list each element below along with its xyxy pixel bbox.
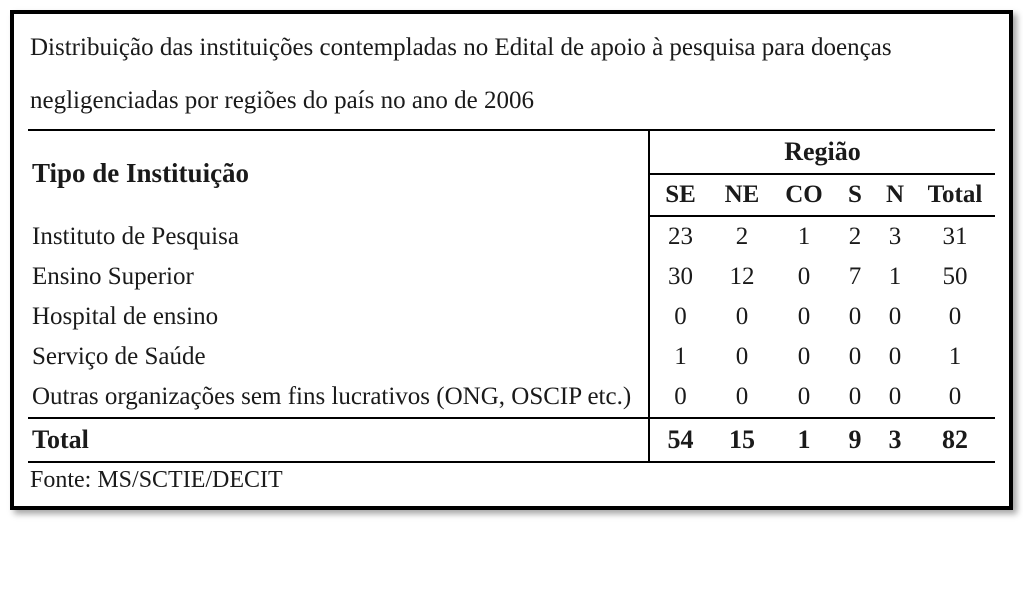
row-label: Hospital de ensino	[28, 297, 649, 337]
table-caption: Distribuição das instituições contemplad…	[28, 20, 995, 129]
cell: 2	[835, 216, 875, 257]
table-row: Ensino Superior 30 12 0 7 1 50	[28, 257, 995, 297]
row-header-label: Tipo de Instituição	[28, 130, 649, 216]
total-cell: 1	[773, 418, 835, 462]
cell: 1	[773, 216, 835, 257]
cell: 0	[773, 337, 835, 377]
total-cell: 82	[915, 418, 995, 462]
cell: 0	[835, 377, 875, 418]
cell: 1	[649, 337, 711, 377]
row-label: Instituto de Pesquisa	[28, 216, 649, 257]
cell: 0	[711, 297, 773, 337]
table-row: Hospital de ensino 0 0 0 0 0 0	[28, 297, 995, 337]
cell: 3	[875, 216, 915, 257]
row-label: Ensino Superior	[28, 257, 649, 297]
cell: 30	[649, 257, 711, 297]
cell: 7	[835, 257, 875, 297]
cell: 50	[915, 257, 995, 297]
cell: 12	[711, 257, 773, 297]
data-table: Tipo de Instituição Região SE NE CO S N …	[28, 129, 995, 463]
total-cell: 54	[649, 418, 711, 462]
column-group-header: Região	[649, 130, 995, 174]
cell: 0	[773, 377, 835, 418]
cell: 31	[915, 216, 995, 257]
cell: 0	[649, 377, 711, 418]
cell: 0	[835, 297, 875, 337]
cell: 0	[875, 377, 915, 418]
table-row: Serviço de Saúde 1 0 0 0 0 1	[28, 337, 995, 377]
total-label: Total	[28, 418, 649, 462]
col-header: CO	[773, 174, 835, 216]
cell: 0	[915, 297, 995, 337]
total-cell: 9	[835, 418, 875, 462]
cell: 0	[711, 377, 773, 418]
cell: 0	[773, 257, 835, 297]
table-source: Fonte: MS/SCTIE/DECIT	[28, 463, 995, 496]
cell: 23	[649, 216, 711, 257]
table-total-row: Total 54 15 1 9 3 82	[28, 418, 995, 462]
cell: 0	[711, 337, 773, 377]
table-row: Outras organizações sem fins lucrativos …	[28, 377, 995, 418]
col-header: N	[875, 174, 915, 216]
cell: 1	[875, 257, 915, 297]
col-header: NE	[711, 174, 773, 216]
row-label: Serviço de Saúde	[28, 337, 649, 377]
cell: 1	[915, 337, 995, 377]
cell: 2	[711, 216, 773, 257]
cell: 0	[875, 337, 915, 377]
cell: 0	[773, 297, 835, 337]
table-frame: Distribuição das instituições contemplad…	[10, 10, 1013, 510]
cell: 0	[915, 377, 995, 418]
table-body: Instituto de Pesquisa 23 2 1 2 3 31 Ensi…	[28, 216, 995, 462]
cell: 0	[875, 297, 915, 337]
total-cell: 3	[875, 418, 915, 462]
col-header: SE	[649, 174, 711, 216]
col-header: S	[835, 174, 875, 216]
col-header: Total	[915, 174, 995, 216]
row-label: Outras organizações sem fins lucrativos …	[28, 377, 649, 418]
cell: 0	[835, 337, 875, 377]
table-row: Instituto de Pesquisa 23 2 1 2 3 31	[28, 216, 995, 257]
cell: 0	[649, 297, 711, 337]
total-cell: 15	[711, 418, 773, 462]
